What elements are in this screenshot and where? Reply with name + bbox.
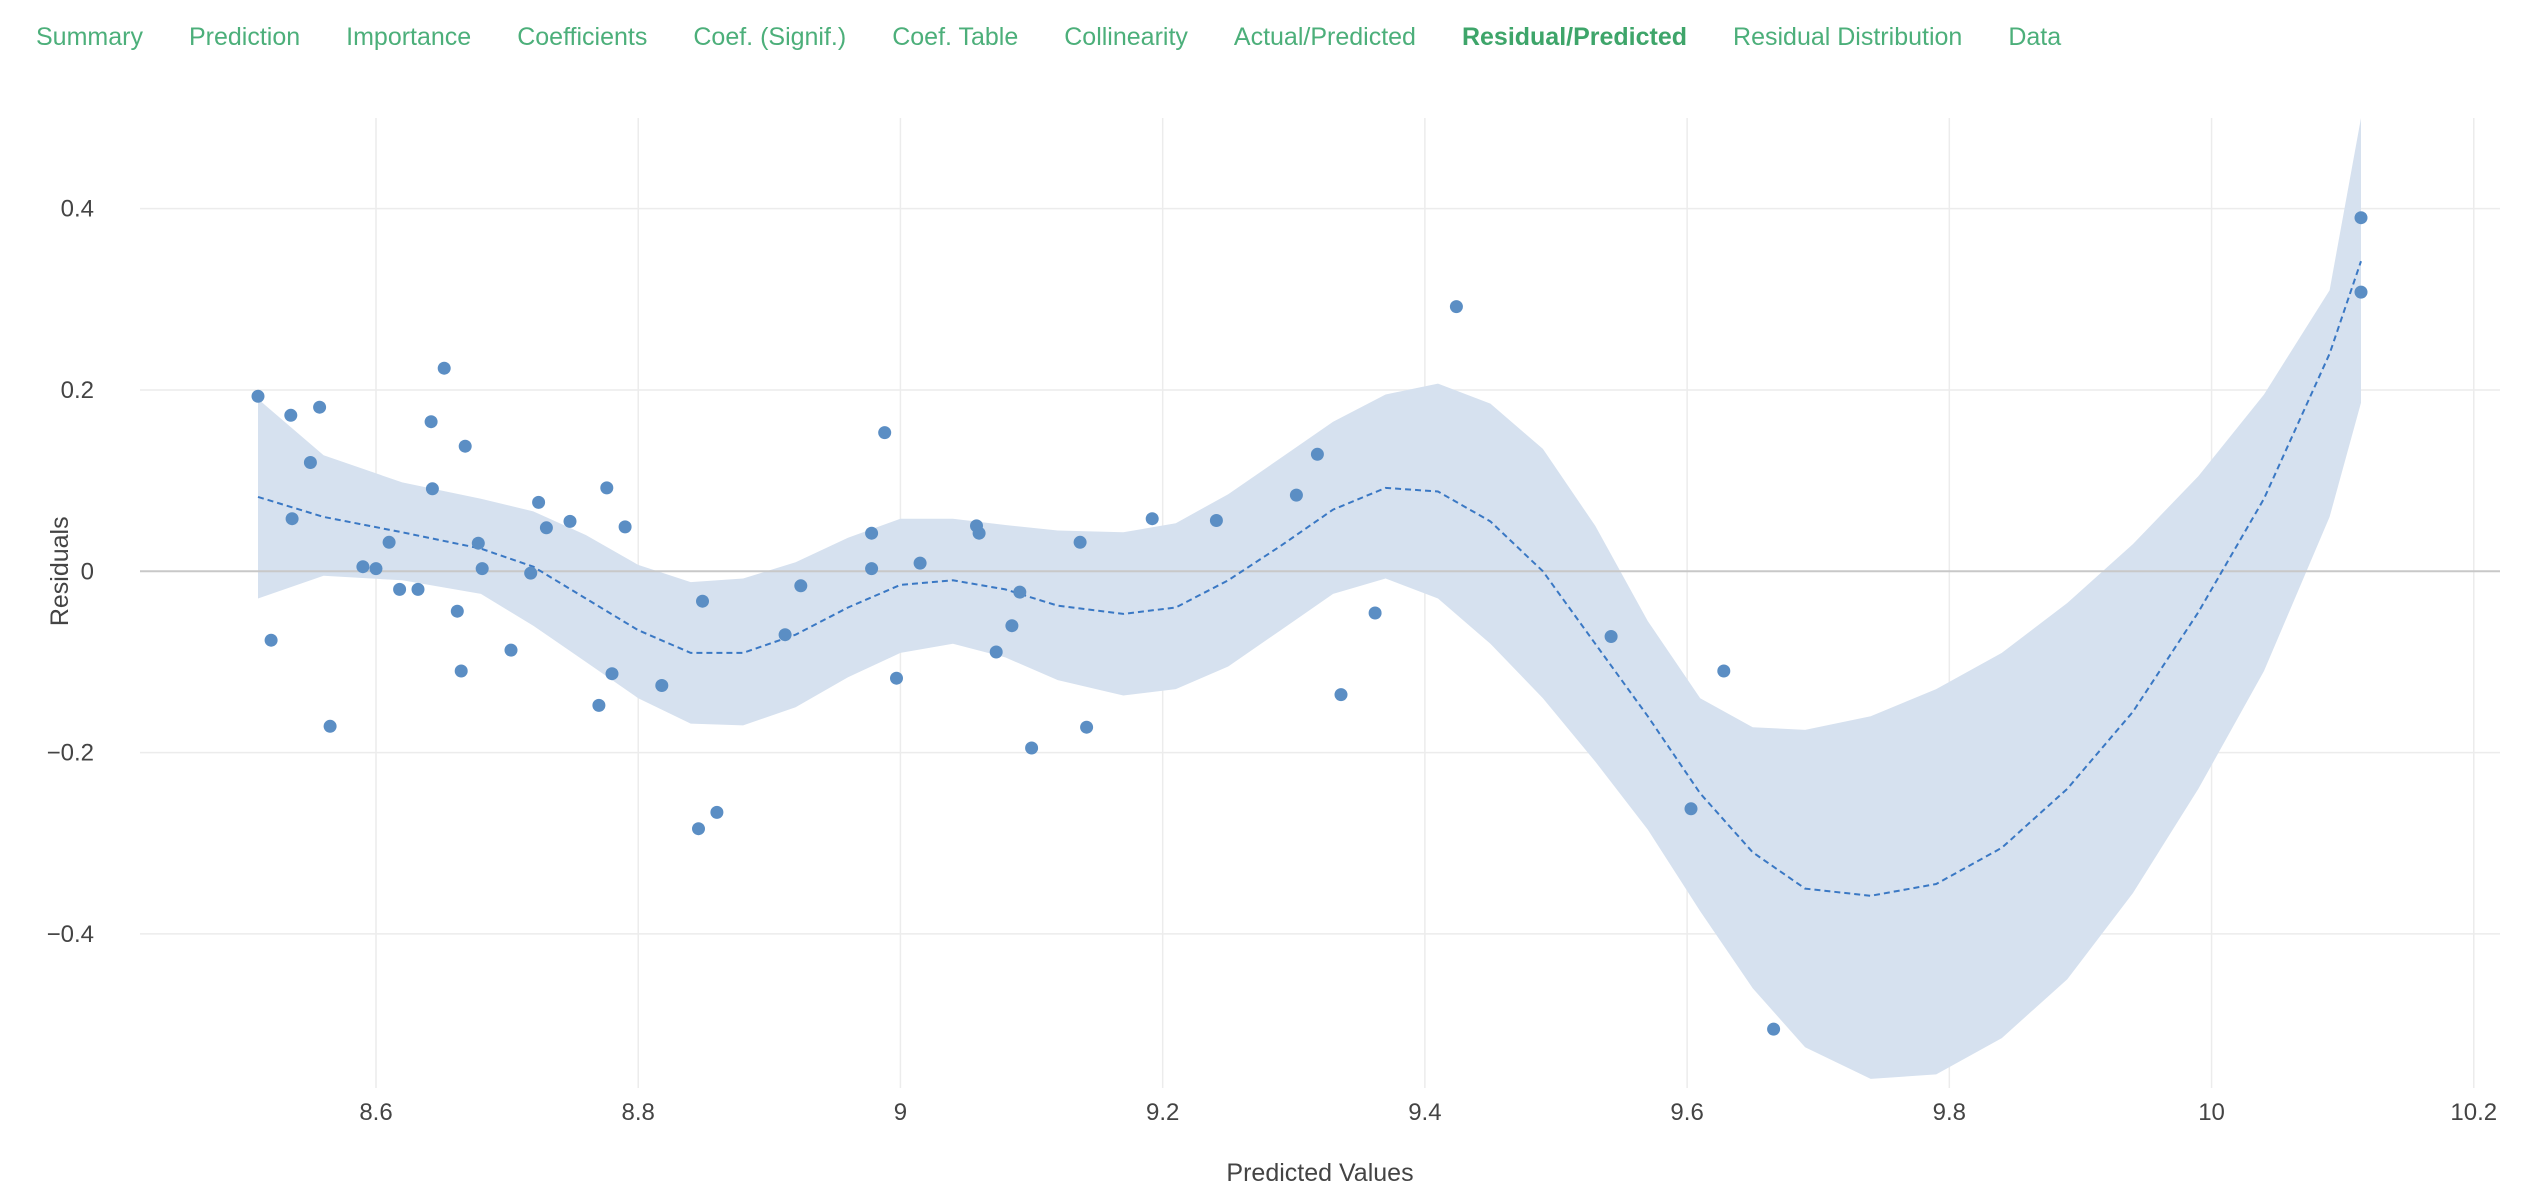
data-point (524, 566, 538, 580)
data-point (454, 664, 468, 678)
data-point (1767, 1022, 1781, 1036)
tab-summary[interactable]: Summary (36, 22, 143, 51)
data-point (865, 526, 879, 540)
data-point (323, 719, 337, 733)
y-axis-title: Residuals (46, 516, 74, 626)
data-point (411, 582, 425, 596)
x-tick-label: 9.2 (1146, 1099, 1179, 1126)
data-point (989, 645, 1003, 659)
x-tick-label: 10 (2198, 1099, 2225, 1126)
x-tick-label: 9.8 (1933, 1099, 1966, 1126)
data-point (1334, 688, 1348, 702)
x-tick-label: 9.4 (1408, 1099, 1441, 1126)
data-point (1289, 488, 1303, 502)
data-point (878, 426, 892, 440)
data-point (369, 562, 383, 576)
data-point (1449, 300, 1463, 314)
data-point (532, 495, 546, 509)
confidence-band (258, 118, 2361, 1079)
data-point (1717, 664, 1731, 678)
tab-residual-distribution[interactable]: Residual Distribution (1733, 22, 1963, 51)
data-point (1368, 606, 1382, 620)
x-tick-label: 8.8 (622, 1099, 655, 1126)
data-point (450, 604, 464, 618)
data-point (504, 643, 518, 657)
data-point (972, 526, 986, 540)
data-point (424, 415, 438, 429)
data-point (313, 400, 327, 414)
data-point (539, 521, 553, 535)
data-point (2354, 285, 2368, 299)
tab-collinearity[interactable]: Collinearity (1064, 22, 1188, 51)
data-point (865, 562, 879, 576)
data-point (1145, 512, 1159, 526)
data-point (592, 698, 606, 712)
x-tick-label: 8.6 (359, 1099, 392, 1126)
data-point (655, 679, 669, 692)
tab-coef-table[interactable]: Coef. Table (892, 22, 1019, 51)
data-point (913, 556, 927, 570)
data-point (458, 439, 472, 453)
data-point (393, 582, 407, 596)
tab-residual-predicted[interactable]: Residual/Predicted (1461, 22, 1688, 51)
data-point (1604, 630, 1618, 643)
data-point (605, 667, 619, 681)
data-point (303, 456, 317, 469)
y-tick-label: 0.2 (61, 377, 94, 404)
data-point (285, 512, 299, 526)
data-point (1209, 514, 1223, 527)
data-point (1684, 802, 1698, 816)
data-point (1005, 619, 1019, 633)
data-point (1080, 720, 1094, 734)
data-point (890, 671, 903, 685)
x-tick-label: 10.2 (2450, 1099, 2497, 1126)
data-point (1310, 447, 1324, 461)
data-point (600, 481, 614, 495)
data-point (425, 482, 439, 496)
tab-list: Summary Prediction Importance Coefficients C… (0, 0, 2534, 74)
data-point (563, 514, 577, 528)
y-tick-label: −0.2 (47, 740, 94, 767)
data-point (437, 361, 451, 375)
tab-bar: Summary Prediction Importance Coefficients C… (0, 0, 2534, 74)
x-axis-title: Predicted Values (1226, 1159, 1413, 1187)
data-point (1013, 585, 1027, 599)
tab-data[interactable]: Data (2008, 22, 2062, 51)
data-point (471, 536, 485, 550)
y-tick-labels: 0.4 0.2 0 −0.2 −0.4 (47, 196, 94, 948)
data-point (618, 520, 632, 534)
data-point (1025, 741, 1039, 755)
y-tick-label: 0.4 (61, 196, 94, 223)
x-tick-label: 9.6 (1670, 1099, 1703, 1126)
smooth-line (257, 260, 2362, 897)
data-point (710, 805, 724, 819)
data-point (778, 628, 792, 642)
residual-vs-predicted-chart: 0.4 0.2 0 −0.2 −0.4 8.6 8.8 9 9.2 9.4 9.6 9.8 10 10.… (46, 118, 2500, 1187)
data-point (692, 822, 705, 836)
y-tick-label: −0.4 (47, 921, 94, 948)
data-point (2354, 211, 2368, 225)
points (251, 211, 2368, 1036)
data-point (475, 562, 489, 576)
data-point (794, 579, 808, 593)
data-point (284, 408, 298, 422)
tab-coef-signif[interactable]: Coef. (Signif.) (693, 22, 847, 51)
x-tick-label: 9 (894, 1099, 907, 1126)
data-point (251, 389, 265, 403)
tab-prediction[interactable]: Prediction (188, 22, 301, 51)
tab-coefficients[interactable]: Coefficients (517, 22, 648, 51)
tab-importance[interactable]: Importance (346, 22, 472, 51)
tab-actual-predicted[interactable]: Actual/Predicted (1233, 22, 1416, 51)
data-point (382, 535, 396, 549)
x-tick-labels: 8.6 8.8 9 9.2 9.4 9.6 9.8 10 10.2 (359, 1099, 2497, 1126)
data-point (264, 633, 278, 647)
data-point (356, 560, 370, 574)
y-tick-label: 0 (81, 558, 94, 585)
data-point (1073, 535, 1087, 549)
data-point (696, 594, 709, 608)
